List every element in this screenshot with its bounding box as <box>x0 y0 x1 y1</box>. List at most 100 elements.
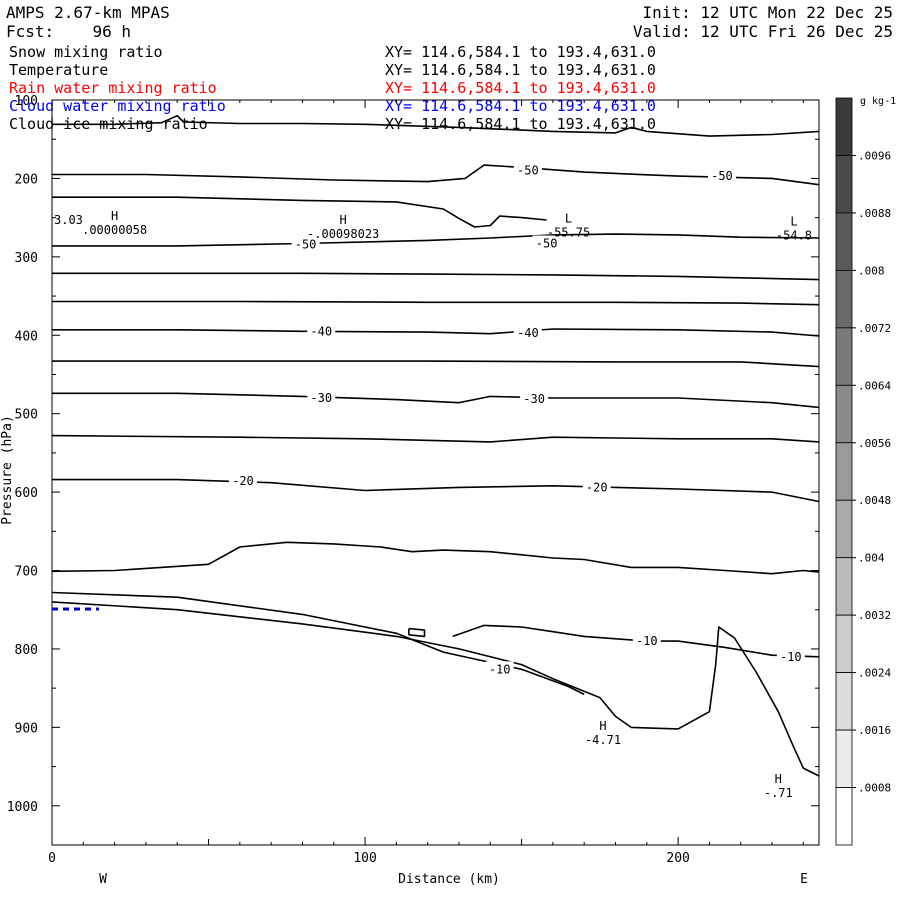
y-tick-label: 200 <box>15 172 38 187</box>
colorbar-label: .0048 <box>858 494 891 507</box>
contour-labels: -50 -50 -50 -50 -40 -40 -30 -30 -20 -20 -10 -10 -10 <box>228 162 805 676</box>
contour-label: -50 <box>517 164 539 178</box>
colorbar-label: .0056 <box>858 437 891 450</box>
contour-label: -10 <box>636 634 658 648</box>
y-tick-label: 100 <box>15 94 38 109</box>
extremum-value: -.71 <box>764 786 793 800</box>
axes: 100 200 300 400 500 600 700 800 900 1000 0 100 200 <box>7 94 819 866</box>
label-bg <box>228 473 257 488</box>
x-tick-label: 100 <box>353 851 376 866</box>
west-label: W <box>99 872 107 887</box>
colorbar-label: .0024 <box>858 667 891 680</box>
x-tick-label: 200 <box>666 851 689 866</box>
forecast-label: Fcst: <box>6 22 54 41</box>
label-bg <box>307 323 336 338</box>
extremum-value: -54.8 <box>776 229 812 243</box>
colorbar-label: .0088 <box>858 207 891 220</box>
field-xy: XY= 114.6,584.1 to 193.4,631.0 <box>385 115 656 133</box>
field-name: Temperature <box>9 61 108 79</box>
label-bg <box>776 648 805 663</box>
contour-label: -50 <box>295 237 317 251</box>
extremum-type: H <box>340 213 347 227</box>
extremum-type: H <box>111 209 118 223</box>
isotherm <box>52 114 820 137</box>
valid-time: Valid: 12 UTC Fri 26 Dec 25 <box>633 22 893 41</box>
colorbar-label: .004 <box>858 552 885 565</box>
field-xy: XY= 114.6,584.1 to 193.4,631.0 <box>385 61 656 79</box>
extremum-type: L <box>790 215 797 229</box>
y-tick-label: 500 <box>15 408 38 423</box>
field-name: Snow mixing ratio <box>9 43 163 61</box>
label-bg <box>582 479 611 494</box>
extremum-type: H <box>599 719 606 733</box>
x-tick-label: 0 <box>48 851 56 866</box>
isotherm <box>52 328 820 337</box>
field-name: Rain water mixing ratio <box>9 79 217 97</box>
temperature-contours <box>51 114 820 777</box>
field-xy: XY= 114.6,584.1 to 193.4,631.0 <box>385 79 656 97</box>
label-bg <box>485 661 514 676</box>
contour-label: -50 <box>536 237 558 251</box>
field-xy: XY= 114.6,584.1 to 193.4,631.0 <box>385 43 656 61</box>
y-tick-label: 400 <box>15 329 38 344</box>
extremum-value: .00000058 <box>82 223 147 237</box>
contour-label: -10 <box>780 650 802 664</box>
isotherm <box>51 434 820 443</box>
colorbar-swatch <box>835 155 853 214</box>
colorbar-swatch <box>835 212 853 271</box>
y-tick-label: 700 <box>15 565 38 580</box>
field-name: Cloud water mixing ratio <box>9 97 226 115</box>
y-axis-label: Pressure (hPa) <box>0 415 15 525</box>
colorbar-label: .0008 <box>858 782 891 795</box>
colorbar-swatch <box>835 442 853 501</box>
label-bg <box>513 162 542 177</box>
contour-label: -30 <box>310 391 332 405</box>
isotherm <box>52 392 820 409</box>
colorbar-swatch <box>835 729 853 788</box>
colorbar-swatch <box>835 557 853 616</box>
isotherm <box>52 360 820 368</box>
extremum-type: L <box>565 212 572 226</box>
contour-label: -50 <box>711 169 733 183</box>
contour-label: -30 <box>523 392 545 406</box>
label-bg <box>632 633 661 648</box>
colorbar-label: .0072 <box>858 322 891 335</box>
field-list: Snow mixing ratio XY= 114.6,584.1 to 193.… <box>9 43 656 133</box>
colorbar-swatch <box>835 672 853 731</box>
isotherm <box>52 272 820 281</box>
extrema-markers: H.00000058H-.00098023L-55.75L-54.8H-4.71… <box>82 209 812 800</box>
isotherm <box>52 478 820 503</box>
label-bg <box>532 235 561 250</box>
colorbar: .0096 .0088 .008 .0072 .0064 .0056 .0048 .004 .0… <box>835 97 891 846</box>
isotherm <box>52 233 820 247</box>
isotherm <box>452 624 820 658</box>
y-tick-label: 800 <box>15 643 38 658</box>
colorbar-label: .008 <box>858 264 885 277</box>
label-bg <box>520 390 549 405</box>
x-axis-label: Distance (km) <box>398 872 500 887</box>
label-bg <box>707 168 736 183</box>
cut-label: 3.03 <box>54 213 83 227</box>
contour-label: -40 <box>310 324 332 338</box>
isotherm <box>52 300 820 306</box>
colorbar-unit: g kg-1 <box>860 96 896 107</box>
isotherm <box>408 627 426 638</box>
extremum-value: -4.71 <box>585 733 621 747</box>
isotherm <box>51 541 820 575</box>
contour-label: -20 <box>232 474 254 488</box>
colorbar-swatch <box>835 327 853 386</box>
colorbar-swatch <box>835 614 853 674</box>
isotherm <box>51 591 585 696</box>
contour-label: -10 <box>489 662 511 676</box>
field-xy: XY= 114.6,584.1 to 193.4,631.0 <box>385 97 656 115</box>
colorbar-label: .0096 <box>858 149 891 162</box>
colorbar-label: .0016 <box>858 724 891 737</box>
forecast-hours: 96 h <box>92 22 131 41</box>
contour-label: -40 <box>517 326 539 340</box>
y-tick-label: 1000 <box>7 800 38 815</box>
extremum-value: -.00098023 <box>307 227 379 241</box>
colorbar-swatch <box>835 269 853 329</box>
y-tick-label: 900 <box>15 721 38 736</box>
isotherm <box>52 164 820 186</box>
